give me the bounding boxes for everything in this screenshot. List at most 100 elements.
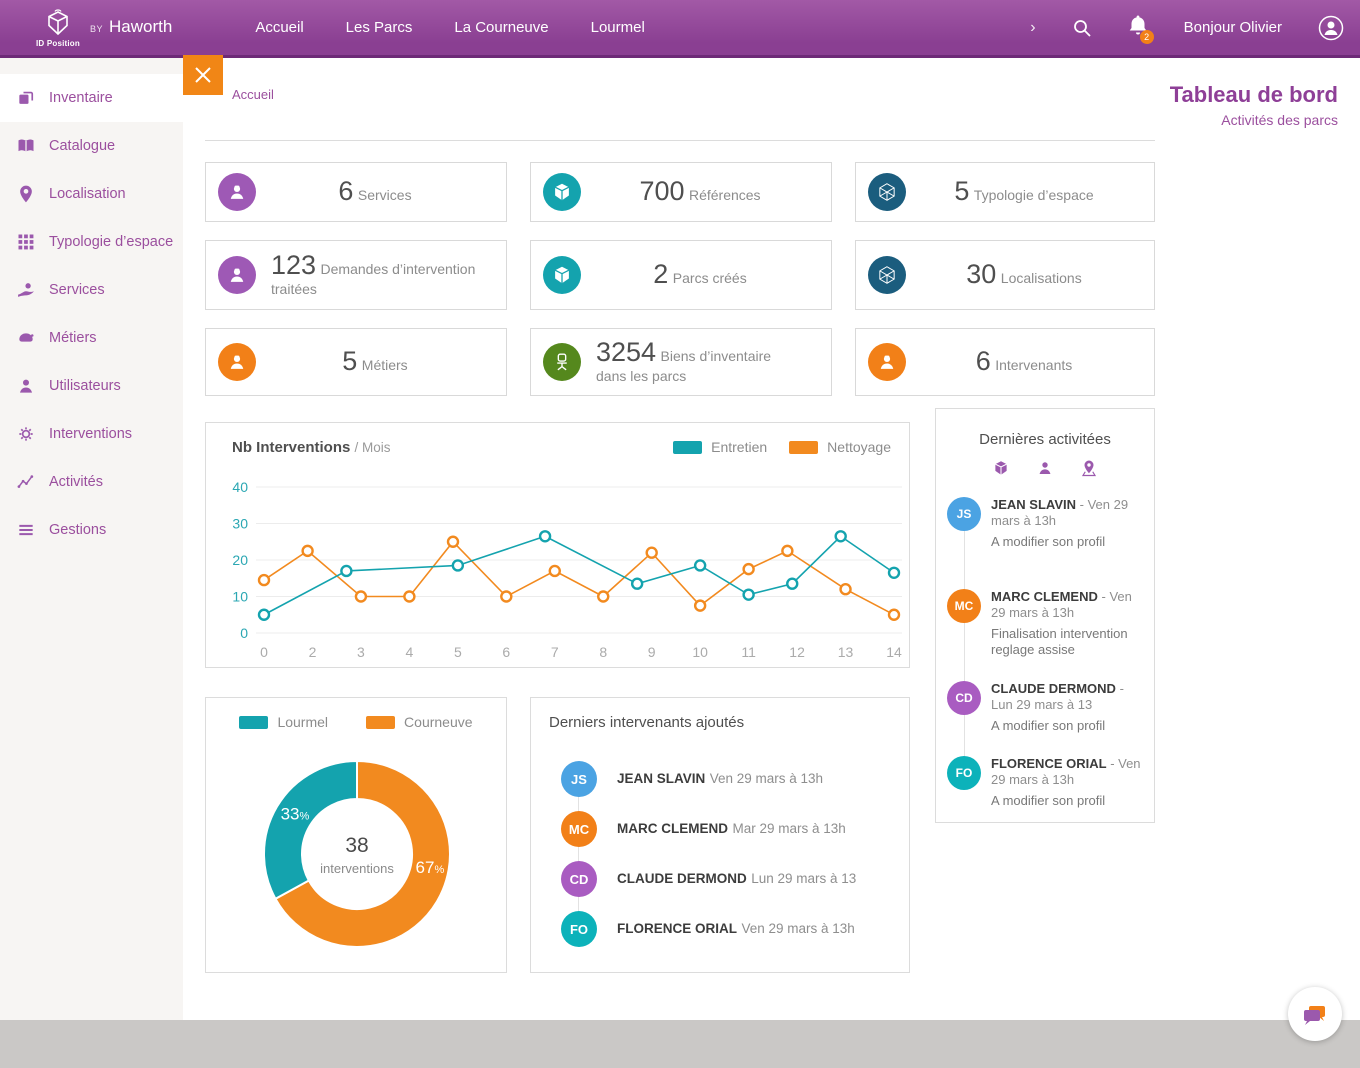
svg-text:8: 8 [599, 644, 607, 660]
pin-filter-icon[interactable] [1080, 459, 1098, 477]
page-subtitle: Activités des parcs [1221, 112, 1338, 128]
legend-item-lourmel: Lourmel [239, 714, 328, 730]
sidebar-item-activites[interactable]: Activités [0, 458, 183, 506]
line-chart-svg: 0 10 20 30 40 0 2 3 4 5 6 7 8 9 10 11 12 13 14 [232, 479, 902, 660]
close-icon [195, 67, 211, 83]
nav-item-accueil[interactable]: Accueil [255, 19, 304, 36]
stat-card-references[interactable]: 700 Références [530, 162, 832, 222]
stat-card-metiers[interactable]: 5 Métiers [205, 328, 507, 396]
sidebar-item-label: Inventaire [49, 90, 113, 106]
sidebar-item-catalogue[interactable]: Catalogue [0, 122, 183, 170]
svg-text:11: 11 [741, 644, 756, 660]
cube-icon [543, 173, 581, 211]
intervenant-row-claude-dermond[interactable]: CD CLAUDE DERMOND Lun 29 mars à 13 [531, 854, 909, 904]
person-icon [868, 343, 906, 381]
sidebar-item-utilisateurs[interactable]: Utilisateurs [0, 362, 183, 410]
sidebar-item-label: Services [49, 282, 105, 298]
intervenant-name: MARC CLEMEND [617, 821, 728, 836]
avatar: JS [561, 761, 597, 797]
activity-item-jean-slavin[interactable]: JS JEAN SLAVIN - Ven 29 mars à 13h A mod… [947, 497, 1147, 550]
legend-item-entretien: Entretien [673, 439, 767, 455]
interventions-chart-panel: Nb Interventions / Mois Entretien Nettoy… [205, 422, 910, 668]
activity-name: FLORENCE ORIAL [991, 756, 1107, 771]
utilisateurs-icon [16, 376, 36, 396]
svg-text:30: 30 [232, 516, 248, 532]
activities-filter-icons [936, 459, 1154, 477]
person-icon [218, 343, 256, 381]
sidebar: Inventaire Catalogue Localisation Typolo… [0, 58, 183, 1020]
stat-value: 5 [342, 346, 358, 377]
chat-bubbles-icon [1304, 1006, 1325, 1025]
donut-legend: Lourmel Courneuve [206, 714, 506, 730]
page-title: Tableau de bord [1169, 82, 1338, 107]
svg-text:20: 20 [232, 552, 248, 568]
stat-label: Localisations [1000, 270, 1082, 287]
nav-item-lourmel[interactable]: Lourmel [590, 19, 645, 36]
close-button[interactable] [183, 55, 223, 95]
footer-bar [0, 1020, 1360, 1068]
sidebar-item-typologie-despace[interactable]: Typologie d’espace [0, 218, 183, 266]
sidebar-item-metiers[interactable]: Métiers [0, 314, 183, 362]
intervenant-row-jean-slavin[interactable]: JS JEAN SLAVIN Ven 29 mars à 13h [531, 754, 909, 804]
breadcrumb[interactable]: Accueil [232, 87, 274, 102]
cube-icon [543, 256, 581, 294]
sidebar-item-gestions[interactable]: Gestions [0, 506, 183, 554]
chevron-right-icon[interactable]: › [1030, 18, 1036, 36]
sidebar-item-services[interactable]: Services [0, 266, 183, 314]
activity-detail: Finalisation intervention reglage assise [991, 626, 1128, 657]
intervenant-row-florence-orial[interactable]: FO FLORENCE ORIAL Ven 29 mars à 13h [531, 904, 909, 954]
stat-card-localisations[interactable]: 30 Localisations [855, 240, 1155, 310]
sidebar-item-interventions[interactable]: Interventions [0, 410, 183, 458]
chart-title-main: Nb Interventions [232, 439, 351, 456]
sidebar-item-localisation[interactable]: Localisation [0, 170, 183, 218]
svg-text:3: 3 [357, 644, 365, 660]
user-avatar-icon[interactable] [1318, 15, 1344, 41]
interventions-icon [16, 424, 36, 444]
intervenant-name: FLORENCE ORIAL [617, 921, 737, 936]
stat-label: Parcs créés [672, 270, 747, 287]
user-greeting: Bonjour Olivier [1183, 19, 1282, 36]
donut-center-label: interventions [320, 861, 394, 876]
stat-value: 5 [954, 176, 970, 207]
nav-item-la-courneuve[interactable]: La Courneuve [454, 19, 549, 36]
activity-item-florence-orial[interactable]: FO FLORENCE ORIAL - Ven 29 mars à 13h A … [947, 756, 1147, 809]
activity-name: CLAUDE DERMOND [991, 681, 1116, 696]
cube-filter-icon[interactable] [992, 459, 1010, 477]
nav-item-les-parcs[interactable]: Les Parcs [345, 19, 413, 36]
sidebar-item-label: Catalogue [49, 138, 116, 154]
activity-item-marc-clemend[interactable]: MC MARC CLEMEND - Ven 29 mars à 13h Fina… [947, 589, 1147, 658]
main-content: Accueil Tableau de bord Activités des pa… [183, 55, 1360, 1020]
stat-card-services[interactable]: 6 Services [205, 162, 507, 222]
hexcube-icon [868, 256, 906, 294]
stat-label: Métiers [361, 357, 408, 374]
person-filter-icon[interactable] [1036, 459, 1054, 477]
brand-sub: ID Position [36, 38, 80, 48]
notifications-bell-icon[interactable]: 2 [1128, 14, 1154, 44]
chat-button[interactable] [1288, 987, 1342, 1041]
stat-card-biens-dinventaire-dans-les-parcs[interactable]: 3254 Biens d’inventaire dans les parcs [530, 328, 832, 396]
intervenant-date: Ven 29 mars à 13h [709, 771, 824, 786]
typologie-icon [16, 232, 36, 252]
stat-card-typologie-despace[interactable]: 5 Typologie d’espace [855, 162, 1155, 222]
stat-card-intervenants[interactable]: 6 Intervenants [855, 328, 1155, 396]
activity-detail: A modifier son profil [991, 718, 1106, 733]
stat-card-demandes-dintervention-traitees[interactable]: 123 Demandes d’intervention traitées [205, 240, 507, 310]
search-icon[interactable] [1072, 18, 1092, 38]
stat-label: Typologie d’espace [973, 187, 1094, 204]
avatar: CD [947, 681, 981, 715]
activity-item-claude-dermond[interactable]: CD CLAUDE DERMOND - Lun 29 mars à 13 A m… [947, 681, 1147, 734]
stat-label: Biens d’inventaire dans les parcs [596, 348, 772, 385]
activity-date: - Ven 29 mars à 13h [991, 756, 1141, 787]
stat-value: 6 [338, 176, 354, 207]
sidebar-item-label: Utilisateurs [49, 378, 121, 394]
svg-text:6: 6 [502, 644, 510, 660]
sidebar-item-inventaire[interactable]: Inventaire [0, 74, 183, 122]
intervenant-row-marc-clemend[interactable]: MC MARC CLEMEND Mar 29 mars à 13h [531, 804, 909, 854]
stat-card-parcs-crees[interactable]: 2 Parcs créés [530, 240, 832, 310]
stat-label: Demandes d’intervention traitées [271, 261, 476, 298]
svg-text:9: 9 [648, 644, 656, 660]
hexcube-icon [868, 173, 906, 211]
avatar: JS [947, 497, 981, 531]
services-icon [16, 280, 36, 300]
